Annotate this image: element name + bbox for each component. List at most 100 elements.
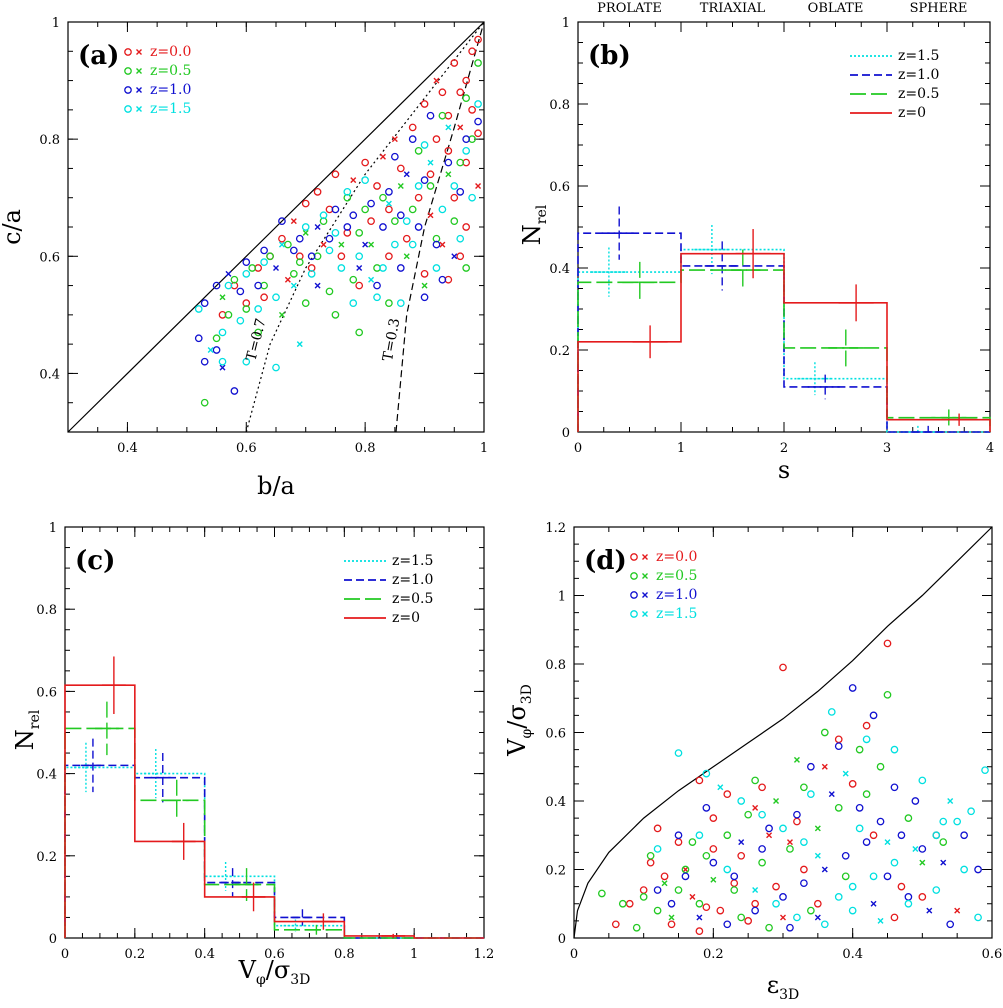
data-point xyxy=(236,287,245,296)
data-point xyxy=(786,845,794,853)
series-z=0.5 xyxy=(64,701,484,939)
data-point-cross xyxy=(397,183,404,189)
x-tick-label: 0.8 xyxy=(334,947,355,962)
data-point-cross xyxy=(427,212,434,219)
data-point xyxy=(807,790,815,799)
data-point xyxy=(981,766,989,775)
data-point xyxy=(639,886,648,894)
data-point xyxy=(779,824,787,833)
data-point xyxy=(373,293,381,302)
data-point xyxy=(723,831,732,840)
data-point-cross xyxy=(296,341,303,348)
data-point xyxy=(946,920,955,929)
data-point xyxy=(361,176,369,184)
data-point-cross xyxy=(439,241,446,248)
data-point xyxy=(391,240,399,249)
data-point xyxy=(855,824,864,833)
data-point xyxy=(385,205,393,214)
data-point xyxy=(758,810,766,819)
data-point xyxy=(408,123,417,132)
data-point xyxy=(793,913,801,922)
x-tick-label: 0.4 xyxy=(194,947,215,962)
data-point xyxy=(242,258,251,266)
data-point xyxy=(254,281,263,290)
data-point xyxy=(674,749,683,757)
data-point xyxy=(695,776,704,785)
legend-label: z=1.0 xyxy=(898,67,939,83)
data-point xyxy=(444,158,453,167)
data-point xyxy=(242,357,251,366)
histogram-step xyxy=(64,764,484,939)
data-point xyxy=(379,193,387,202)
data-point-cross xyxy=(445,124,452,131)
y-tick-label: 0.2 xyxy=(549,344,570,359)
data-point xyxy=(653,824,662,833)
data-point xyxy=(331,229,340,237)
data-point xyxy=(355,328,364,337)
data-point xyxy=(272,363,280,372)
data-point-cross xyxy=(793,756,800,763)
y-tick-label: 0.8 xyxy=(36,603,57,618)
data-point xyxy=(820,728,829,737)
data-point xyxy=(862,790,871,799)
data-point xyxy=(765,923,773,932)
panel-c: 0 0.2 0.4 0.6 0.8 1 1.2 0 0.2 0.4 0.6 0.8 1 z=1.5 z=1.… xyxy=(11,521,494,988)
data-point xyxy=(462,223,471,231)
data-point-cross xyxy=(940,859,947,866)
data-point-cross xyxy=(385,200,392,207)
data-point xyxy=(723,865,732,874)
y-tick-label: 0.6 xyxy=(39,250,60,265)
data-point xyxy=(751,776,759,785)
data-point xyxy=(438,111,447,120)
series-z=0.0 xyxy=(218,35,482,319)
data-point xyxy=(695,927,704,936)
data-point xyxy=(674,886,683,894)
data-point xyxy=(391,217,399,225)
data-point-cross xyxy=(136,68,142,74)
data-point-cross xyxy=(225,270,232,277)
data-point xyxy=(295,258,304,266)
class-label: SPHERE xyxy=(910,1,968,16)
data-point xyxy=(414,182,423,190)
data-point xyxy=(660,872,669,881)
x-tick-label: 0 xyxy=(574,441,582,456)
data-point xyxy=(254,305,263,313)
panel-tag: (a) xyxy=(78,41,119,71)
data-point xyxy=(367,217,375,225)
data-point xyxy=(639,893,648,901)
data-point xyxy=(974,913,982,922)
data-point xyxy=(468,193,476,202)
data-point xyxy=(396,299,405,307)
data-point xyxy=(325,246,334,255)
annotation-T=0.7: T=0.7 xyxy=(244,317,270,363)
data-point xyxy=(695,899,704,908)
x-tick-label: 0.4 xyxy=(842,947,863,962)
legend-label: z=1.5 xyxy=(898,48,939,64)
data-point xyxy=(786,923,794,932)
x-tick-label: 0.6 xyxy=(982,947,1003,962)
data-point xyxy=(848,882,857,891)
data-point xyxy=(444,147,453,155)
data-point xyxy=(974,865,982,874)
data-point xyxy=(385,299,393,307)
data-point xyxy=(904,899,913,908)
series-z=0.0 xyxy=(611,639,961,936)
legend-marker xyxy=(124,105,132,113)
data-point xyxy=(200,398,209,407)
line-T0.7 xyxy=(245,21,485,433)
data-point-cross xyxy=(773,798,780,804)
data-point xyxy=(408,135,417,143)
data-point xyxy=(876,762,885,771)
x-axis-label: Vφ/σ3D xyxy=(238,956,311,988)
data-point xyxy=(432,240,441,249)
data-point xyxy=(716,906,725,915)
y-tick-label: 0.6 xyxy=(549,180,570,195)
data-point-cross xyxy=(136,49,142,55)
data-point xyxy=(289,246,298,255)
legend-marker xyxy=(630,591,638,599)
data-point xyxy=(827,708,836,716)
data-point xyxy=(456,252,465,261)
panel-b: 0 1 2 3 4 0 0.2 0.4 0.6 0.8 1 z=1.5 z=1.0 z=0.5 z=0 (b)… xyxy=(518,1,994,484)
data-point xyxy=(272,293,280,302)
